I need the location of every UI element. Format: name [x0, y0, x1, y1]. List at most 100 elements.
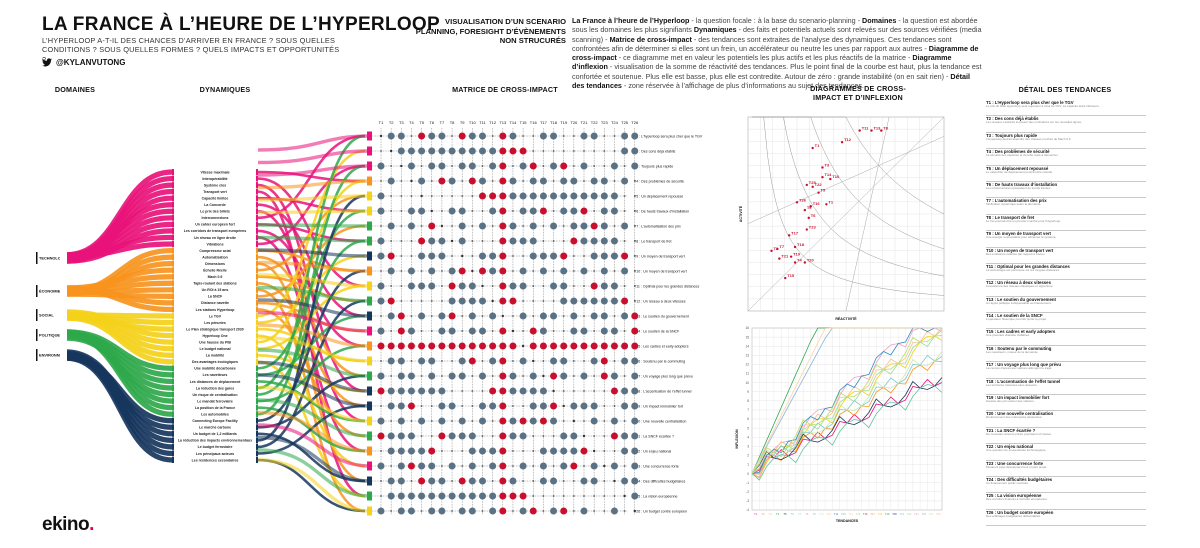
trend-detail-item[interactable]: T15 : Les cadres et early adopters Une pr…: [986, 329, 1146, 346]
matrix-neutral-cell: [400, 270, 403, 272]
matrix-accelerator-cell: [428, 387, 436, 395]
matrix-accelerator-cell: [458, 507, 466, 515]
dynamique-marker: [172, 437, 174, 444]
dynamique-node: [172, 437, 258, 444]
matrix-diagonal: [400, 164, 403, 168]
matrix-diagonal: [430, 209, 433, 213]
matrix-neutral-cell: [562, 240, 565, 242]
trend-detail-item[interactable]: T3 : Toujours plus rapide L’Hyperloop dev…: [986, 133, 1146, 150]
matrix-neutral-cell: [471, 405, 474, 407]
matrix-accelerator-cell: [458, 372, 466, 380]
trend-detail-item[interactable]: T8 : Le transport de fret Le fret pourrai…: [986, 215, 1146, 232]
matrix-accelerator-cell: [448, 492, 456, 500]
matrix-accelerator-cell: [377, 192, 385, 200]
matrix-accelerator-cell: [519, 432, 527, 440]
matrix-brake-cell: [438, 432, 446, 440]
trend-detail-item[interactable]: T12 : Un réseau à deux vitesses Coexisten…: [986, 280, 1146, 297]
matrix-neutral-cell: [562, 150, 565, 152]
matrix-accelerator-cell: [438, 492, 446, 500]
trend-bundle: [257, 134, 371, 152]
matrix-neutral-cell: [491, 135, 494, 137]
trend-detail-item[interactable]: T13 : Le soutien du gouvernement Un appui…: [986, 297, 1146, 314]
section-dynamiques-heading: DYNAMIQUES: [199, 85, 251, 94]
matrix-accelerator-cell: [458, 432, 466, 440]
matrix-neutral-cell: [603, 390, 606, 392]
matrix-accelerator-cell: [631, 477, 639, 485]
matrix-diagonal: [572, 419, 576, 423]
matrix-accelerator-cell: [458, 162, 466, 170]
matrix-row-label: T16 : Soutenu par le commuting: [634, 359, 685, 363]
trend-detail-item[interactable]: T7 : L’automatisation des prix Tarificati…: [986, 198, 1146, 215]
matrix-neutral-cell: [572, 375, 575, 377]
matrix-brake-cell: [458, 477, 466, 485]
trend-detail-title: T25 : La vision européenne: [986, 493, 1042, 499]
matrix-column-label: T26: [631, 120, 639, 125]
matrix-brake-cell: [590, 282, 598, 290]
matrix-neutral-cell: [593, 210, 596, 212]
matrix-row-marker: [367, 506, 372, 516]
trend-detail-description: Le fret pourrait être un premier marché …: [986, 219, 1062, 223]
trend-detail-item[interactable]: T18 : L’accentuation de l’effet tunnel Le…: [986, 379, 1146, 396]
matrix-neutral-cell: [572, 480, 575, 482]
matrix-row-marker: [367, 221, 372, 231]
matrix-row-label: T3 : Toujours plus rapide: [634, 164, 673, 168]
matrix-brake-cell: [468, 177, 476, 185]
trend-detail-item[interactable]: T19 : Un impact immobilier fort Hausse de…: [986, 395, 1146, 412]
trend-detail-item[interactable]: T16 : Soutenu par le commuting Les navett…: [986, 346, 1146, 363]
trend-detail-item[interactable]: T2 : Des cons déjà établis Les réseaux ex…: [986, 116, 1146, 133]
trend-detail-item[interactable]: T5 : Un déplacement repoussé Le calendrie…: [986, 166, 1146, 182]
matrix-accelerator-cell: [458, 492, 466, 500]
matrix-accelerator-cell: [428, 282, 436, 290]
dynamique-marker: [256, 306, 258, 313]
trend-detail-item[interactable]: T23 : Une concurrence forte Plusieurs pay…: [986, 461, 1146, 477]
matrix-neutral-cell: [633, 195, 636, 197]
dynamique-node: [172, 398, 258, 405]
trend-detail-item[interactable]: T22 : Un enjeu national Une question de s…: [986, 444, 1146, 461]
matrix-accelerator-cell: [448, 462, 456, 470]
matrix-accelerator-cell: [438, 417, 446, 425]
matrix-accelerator-cell: [418, 207, 426, 215]
matrix-neutral-cell: [400, 210, 403, 212]
trend-detail-item[interactable]: T1 : L’Hyperloop sera plus cher que le T…: [986, 100, 1146, 117]
matrix-neutral-cell: [451, 255, 453, 257]
matrix-neutral-cell: [512, 255, 514, 257]
matrix-neutral-cell: [461, 450, 464, 452]
matrix-accelerator-cell: [407, 447, 415, 455]
matrix-neutral-cell: [420, 270, 423, 272]
matrix-accelerator-cell: [631, 132, 639, 140]
trend-detail-item[interactable]: T21 : La SNCF écartée ? De nouveaux acteu…: [986, 428, 1146, 445]
trend-detail-item[interactable]: T9 : Un moyen de transport vert Une énerg…: [986, 231, 1146, 248]
trend-detail-item[interactable]: T14 : Le soutien de la SNCF L’opérateur h…: [986, 313, 1146, 330]
dynamique-label: Automatisation: [202, 255, 227, 259]
trend-detail-item[interactable]: T6 : De hauts travaux d’installation Les …: [986, 182, 1146, 199]
matrix-brake-cell: [418, 477, 426, 485]
matrix-accelerator-cell: [377, 237, 385, 245]
trend-detail-item[interactable]: T20 : Une nouvelle centralisation Renforc…: [986, 411, 1146, 428]
matrix-neutral-cell: [512, 210, 514, 212]
matrix-neutral-cell: [400, 300, 403, 302]
trend-detail-item[interactable]: T10 : Un moyen de transport vert Des émis…: [986, 248, 1146, 264]
matrix-brake-cell: [560, 507, 568, 515]
matrix-neutral-cell: [471, 255, 474, 257]
trend-detail-description: Une première clientèle d’affaires.: [986, 334, 1030, 338]
trend-detail-item[interactable]: T26 : Un budget contre européen Des arbit…: [986, 510, 1146, 527]
domain-node: [60, 251, 67, 265]
trend-detail-item[interactable]: T17 : Un voyage plus long que prévu Les t…: [986, 362, 1146, 379]
twitter-handle-row[interactable]: @KYLANVUTONG: [42, 58, 125, 67]
dynamique-label: Capacité limitée: [202, 196, 229, 200]
matrix-neutral-cell: [603, 150, 606, 152]
matrix-neutral-cell: [572, 390, 575, 392]
trend-detail-item[interactable]: T24 : Des difficultés budgétaires Un fina…: [986, 477, 1146, 494]
matrix-neutral-cell: [390, 465, 393, 467]
scatter-guide-curve: [751, 116, 945, 277]
matrix-accelerator-cell: [438, 477, 446, 485]
matrix-neutral-cell: [420, 225, 423, 227]
trend-detail-item[interactable]: T4 : Des problèmes de sécurité La sécurit…: [986, 149, 1146, 166]
trend-detail-item[interactable]: T25 : La vision européenne Des corridors …: [986, 493, 1146, 510]
matrix-neutral-cell: [552, 210, 555, 212]
dynamique-marker: [256, 371, 258, 378]
matrix-brake-cell: [499, 357, 507, 365]
matrix-neutral-cell: [410, 240, 413, 242]
trend-detail-item[interactable]: T11 : Optimal pour les grandes distances…: [986, 264, 1146, 281]
matrix-neutral-cell: [390, 195, 393, 197]
